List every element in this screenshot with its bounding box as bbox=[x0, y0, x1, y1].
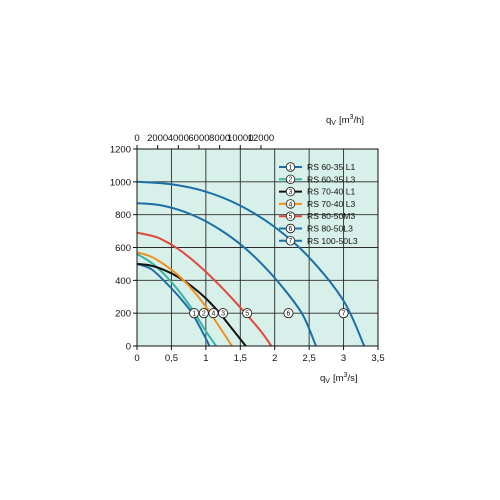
y-tick-label: 800 bbox=[115, 210, 131, 221]
legend-marker-label: 5 bbox=[289, 214, 293, 221]
x-tick-label: 3,5 bbox=[371, 353, 384, 364]
curve-marker-label: 5 bbox=[245, 311, 249, 318]
top-axis-label-sub: V bbox=[331, 120, 336, 127]
curve-series-5 bbox=[136, 231, 273, 347]
x-axis-ticks: 0 0,5 1 1,5 2 2,5 3 3,5 bbox=[134, 346, 385, 364]
legend-entry: RS 60-35 L3 bbox=[307, 174, 355, 184]
x-axis-unit-sup: 3 bbox=[344, 372, 348, 379]
legend-marker-label: 1 bbox=[289, 164, 293, 171]
curve-marker-circle bbox=[242, 308, 253, 319]
curve-marker-label: 6 bbox=[287, 311, 291, 318]
legend-entry: RS 60-35 L1 bbox=[307, 162, 355, 172]
top-axis-label: qV [m3/h] bbox=[326, 114, 364, 127]
legend-entry: RS 70-40 L3 bbox=[307, 199, 355, 209]
curve-marker-circle bbox=[208, 308, 219, 319]
curve-marker-label: 2 bbox=[202, 311, 206, 318]
top-tick-label: 4000 bbox=[168, 133, 189, 144]
top-tick-label: 8000 bbox=[209, 133, 230, 144]
legend-marker-label: 3 bbox=[289, 189, 293, 196]
legend-marker-label: 4 bbox=[289, 201, 293, 208]
legend-marker-label: 2 bbox=[289, 177, 293, 184]
top-tick-label: 10000 bbox=[227, 133, 253, 144]
curve-marker-label: 7 bbox=[342, 311, 346, 318]
y-axis-ticks: 0 200 400 600 800 1000 1200 bbox=[110, 145, 137, 353]
legend-marker-circle bbox=[285, 236, 296, 246]
y-tick-label: 600 bbox=[115, 243, 131, 254]
curve-marker-label: 1 bbox=[192, 311, 196, 318]
top-axis-unit-tail: /h] bbox=[353, 115, 364, 126]
x-axis-label: qV [m3/s] bbox=[320, 372, 357, 385]
curves-layer bbox=[136, 180, 366, 347]
curve-series-7 bbox=[136, 180, 366, 347]
curve-marker-label: 3 bbox=[221, 311, 225, 318]
legend-marker-circle bbox=[285, 162, 296, 172]
y-tick-label: 1000 bbox=[110, 177, 131, 188]
x-tick-label: 0,5 bbox=[165, 353, 178, 364]
legend-marker-circle bbox=[285, 186, 296, 197]
y-tick-label: 200 bbox=[115, 309, 131, 320]
legend-entry: RS 100-50L3 bbox=[307, 236, 358, 246]
legend: 1 RS 60-35 L1 2 RS 60-35 L3 3 RS 70-40 L1 4 RS … bbox=[279, 162, 358, 246]
legend-marker-circle bbox=[285, 199, 296, 209]
top-axis-label-q: q bbox=[326, 115, 331, 126]
curve-marker-circle bbox=[189, 308, 200, 319]
curve-marker-circle bbox=[338, 308, 349, 319]
legend-entry: RS 80-50L3 bbox=[307, 224, 353, 234]
curve-series-1 bbox=[136, 262, 211, 347]
curve-marker-circle bbox=[283, 308, 294, 319]
top-tick-label: 2000 bbox=[147, 133, 168, 144]
x-tick-label: 0 bbox=[134, 353, 139, 364]
curve-series-4 bbox=[136, 251, 233, 347]
x-axis-unit-tail: /s] bbox=[347, 373, 357, 384]
y-tick-label: 0 bbox=[126, 342, 131, 353]
top-tick-label: 0 bbox=[134, 133, 139, 144]
x-tick-label: 2,5 bbox=[303, 353, 316, 364]
curve-marker-circle bbox=[198, 308, 209, 319]
curve-series-6 bbox=[136, 202, 317, 347]
legend-marker-circle bbox=[285, 174, 296, 185]
y-tick-label: 1200 bbox=[110, 145, 131, 156]
curve-series-3 bbox=[136, 262, 247, 347]
x-tick-label: 2 bbox=[272, 353, 277, 364]
x-tick-label: 1 bbox=[203, 353, 208, 364]
legend-marker-circle bbox=[285, 223, 296, 234]
x-tick-label: 3 bbox=[341, 353, 346, 364]
x-axis-label-sub: V bbox=[325, 378, 330, 385]
legend-marker-circle bbox=[285, 211, 296, 221]
top-axis-unit-sup: 3 bbox=[350, 114, 354, 121]
curve-marker-label: 4 bbox=[211, 311, 215, 318]
top-tick-label: 6000 bbox=[188, 133, 209, 144]
x-axis-label-q: q bbox=[320, 373, 325, 384]
y-tick-label: 400 bbox=[115, 276, 131, 287]
top-tick-label: 12000 bbox=[248, 133, 274, 144]
legend-entry: RS 70-40 L1 bbox=[307, 187, 355, 197]
legend-entry: RS 80-50M3 bbox=[307, 211, 355, 221]
curve-marker-circle bbox=[218, 308, 229, 319]
x-tick-label: 1,5 bbox=[234, 353, 247, 364]
curve-series-2 bbox=[136, 253, 218, 347]
top-axis-unit: [m bbox=[339, 115, 350, 126]
x-axis-unit: [m bbox=[333, 373, 344, 384]
legend-marker-label: 6 bbox=[289, 226, 293, 233]
legend-marker-label: 7 bbox=[289, 238, 293, 245]
